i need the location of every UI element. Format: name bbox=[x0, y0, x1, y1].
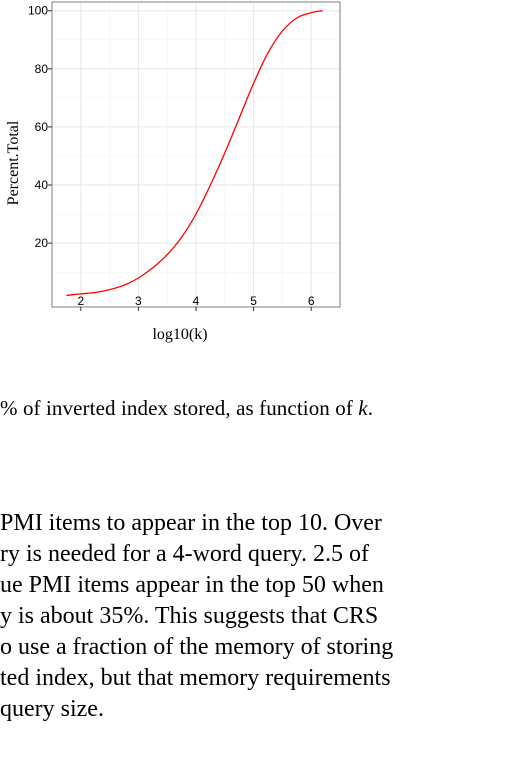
y-tick-label: 60 bbox=[35, 120, 49, 134]
caption-prefix: % of inverted index stored, as function … bbox=[0, 396, 359, 420]
body-line: y is about 35%. This suggests that CRS bbox=[0, 603, 379, 629]
series-line bbox=[66, 10, 323, 297]
body-line: PMI items to appear in the top 10. Over bbox=[0, 510, 382, 536]
y-tick-label: 20 bbox=[35, 236, 49, 250]
y-tick-label: 100 bbox=[28, 4, 48, 18]
y-axis-label: Percent.Total bbox=[5, 120, 22, 205]
x-axis-label: log10(k) bbox=[152, 326, 207, 343]
x-tick-label: 2 bbox=[77, 294, 84, 308]
x-tick-label: 6 bbox=[308, 294, 315, 308]
body-line: ry is needed for a 4-word query. 2.5 of bbox=[0, 541, 369, 567]
body-paragraph: PMI items to appear in the top 10. Over … bbox=[0, 508, 393, 725]
y-tick-label: 80 bbox=[35, 62, 49, 76]
body-line: o use a fraction of the memory of storin… bbox=[0, 634, 394, 660]
body-line: ue PMI items appear in the top 50 when bbox=[0, 572, 384, 598]
caption-var: k bbox=[358, 396, 368, 420]
x-tick-label: 4 bbox=[193, 294, 200, 308]
x-axis-ticks: 2 3 4 5 6 bbox=[77, 294, 315, 311]
grid-major bbox=[52, 2, 340, 307]
caption-suffix: . bbox=[367, 396, 374, 420]
body-line: ted index, but that memory requirements bbox=[0, 665, 391, 691]
figure-caption: % of inverted index stored, as function … bbox=[0, 396, 373, 421]
body-line: query size. bbox=[0, 696, 104, 722]
x-tick-label: 3 bbox=[135, 294, 142, 308]
y-tick-label: 40 bbox=[35, 178, 49, 192]
x-tick-label: 5 bbox=[250, 294, 257, 308]
figure-chart: 2 3 4 5 6 20 40 60 80 100 log10(k) Percent.Total bbox=[5, 1, 341, 343]
y-axis-ticks: 20 40 60 80 100 bbox=[28, 4, 52, 250]
